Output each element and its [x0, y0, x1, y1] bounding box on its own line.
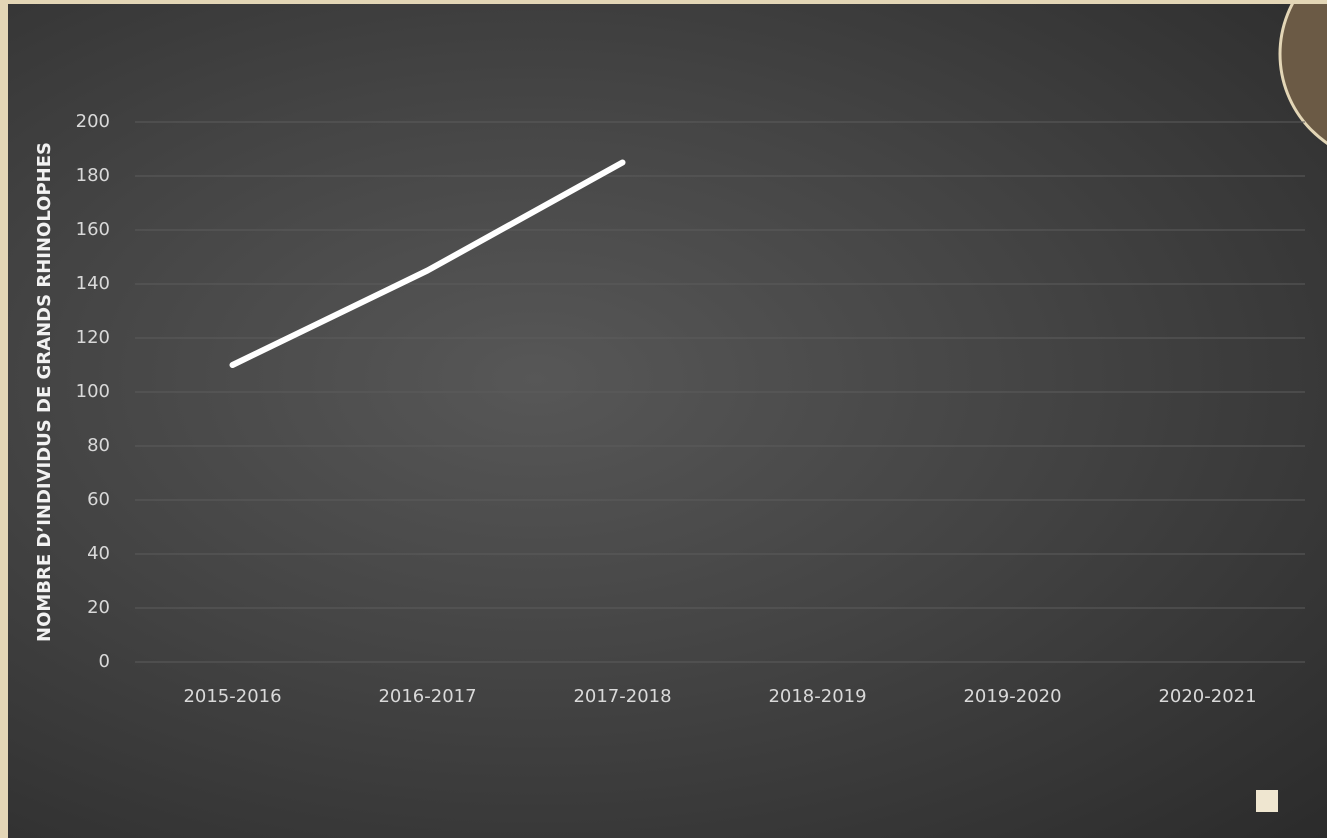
y-tick-label: 60 [87, 489, 110, 510]
x-tick-label: 2018-2019 [768, 686, 866, 707]
chart: NOMBRE D’INDIVIDUS DE GRANDS RHINOLOPHES… [34, 4, 1327, 812]
decorative-photo [1278, 4, 1327, 145]
y-tick-label: 160 [76, 219, 110, 240]
x-tick-label: 2019-2020 [963, 686, 1061, 707]
y-tick-label: 20 [87, 597, 110, 618]
y-tick-label: 100 [76, 381, 110, 402]
y-tick-label: 80 [87, 435, 110, 456]
x-tick-label: 2016-2017 [378, 686, 476, 707]
x-tick-label: 2020-2021 [1158, 686, 1256, 707]
y-tick-label: 180 [76, 165, 110, 186]
y-tick-label: 200 [76, 111, 110, 132]
line-series [229, 159, 626, 368]
x-tick-label: 2017-2018 [573, 686, 671, 707]
y-tick-label: 40 [87, 543, 110, 564]
x-tick-label: 2015-2016 [183, 686, 281, 707]
legend-marker [1256, 790, 1278, 812]
y-axis-label: NOMBRE D’INDIVIDUS DE GRANDS RHINOLOPHES [34, 142, 55, 642]
chart-frame: NOMBRE D’INDIVIDUS DE GRANDS RHINOLOPHES… [8, 4, 1327, 838]
y-tick-label: 120 [76, 327, 110, 348]
y-tick-label: 0 [99, 651, 110, 672]
y-tick-label: 140 [76, 273, 110, 294]
